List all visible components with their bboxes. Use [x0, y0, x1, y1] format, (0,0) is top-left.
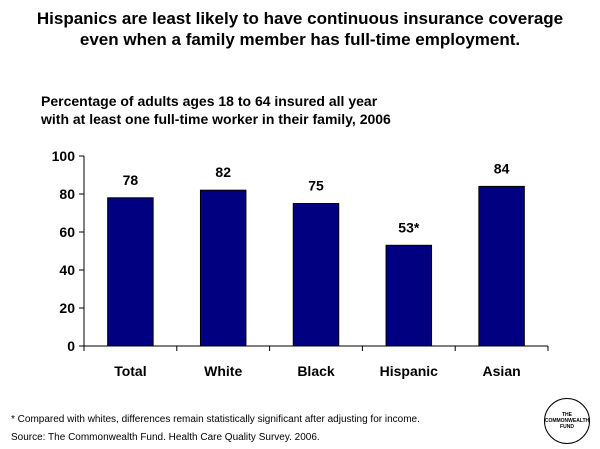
chart-subtitle: Percentage of adults ages 18 to 64 insur…	[41, 92, 461, 128]
chart-title-line-1: Hispanics are least likely to have conti…	[36, 9, 564, 28]
chart-subtitle-line-1: Percentage of adults ages 18 to 64 insur…	[41, 93, 378, 109]
bar-hispanic	[385, 244, 433, 347]
chart-title-line-2: even when a family member has full-time …	[79, 30, 521, 49]
logo-line-2: COMMONWEALTH	[544, 418, 590, 424]
y-tick-label: 60	[59, 224, 75, 240]
bar-black	[292, 203, 340, 347]
category-label-black: Black	[297, 363, 335, 379]
chart-subtitle-line-2: with at least one full-time worker in th…	[41, 111, 391, 127]
footnote: * Compared with whites, differences rema…	[11, 414, 420, 425]
commonwealth-fund-logo: THE COMMONWEALTH FUND	[544, 398, 590, 444]
y-tick-label: 80	[59, 186, 75, 202]
chart-labels: 78 Total 82 White 75 Black 53* Hispanic 84 Asian	[114, 160, 520, 379]
bar-total	[107, 197, 154, 347]
chart-title: Hispanics are least likely to have conti…	[10, 8, 590, 50]
y-tick-label: 0	[67, 338, 75, 354]
data-label-hispanic: 53*	[398, 219, 420, 235]
bar-asian	[478, 185, 525, 347]
logo-line-1: THE	[562, 412, 572, 418]
category-label-white: White	[204, 363, 242, 379]
data-label-white: 82	[215, 164, 231, 180]
category-label-hispanic: Hispanic	[380, 363, 439, 379]
y-tick-label: 40	[59, 262, 75, 278]
data-label-total: 78	[123, 172, 139, 188]
source-note: Source: The Commonwealth Fund. Health Ca…	[11, 432, 320, 443]
data-label-asian: 84	[494, 160, 510, 176]
category-label-asian: Asian	[483, 363, 521, 379]
logo-line-3: FUND	[560, 424, 574, 430]
category-label-total: Total	[114, 363, 146, 379]
y-tick-label: 100	[52, 148, 76, 164]
data-label-black: 75	[308, 178, 324, 194]
chart-axes: 0 20 40 60 80 100	[52, 148, 549, 354]
y-tick-label: 20	[59, 300, 75, 316]
chart-bars	[107, 185, 525, 347]
bar-white	[199, 189, 247, 347]
